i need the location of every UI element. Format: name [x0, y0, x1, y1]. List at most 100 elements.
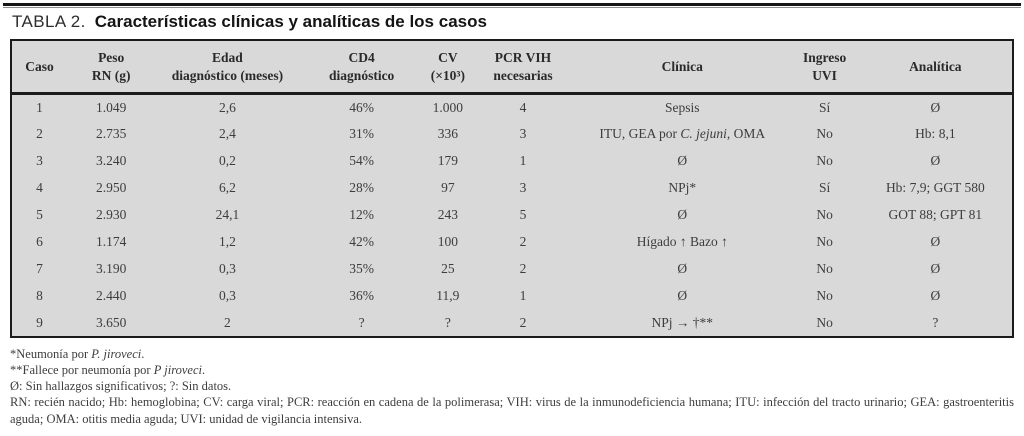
cell-uvi: No: [816, 153, 833, 169]
cell-cd4: 28%: [349, 180, 375, 196]
header-label: diagnóstico (meses): [171, 67, 284, 83]
column-header-ingreso-uvi: Ingreso UVI: [790, 40, 859, 96]
column-header-clinica: Clínica: [574, 40, 791, 96]
cell-clinica: NPj → †**: [651, 314, 714, 330]
cell-peso: 2.735: [96, 126, 127, 142]
cell-caso: 1: [36, 99, 43, 115]
table-row: 8 2.440 0,3 36% 11,9 1 Ø No Ø: [11, 283, 1013, 310]
cell-clinica: Ø: [677, 207, 688, 223]
footnotes: *Neumonía por P. jiroveci. **Fallece por…: [10, 346, 1014, 427]
cell-cd4: 31%: [349, 126, 375, 142]
table-row: 9 3.650 2 ? ? 2 NPj → †** No ?: [11, 310, 1013, 337]
header-label: Analítica: [909, 58, 962, 74]
header-label: (×10³): [430, 67, 465, 83]
cell-cv: 25: [441, 261, 455, 277]
column-header-analitica: Analítica: [858, 40, 1013, 96]
cell-peso: 2.950: [96, 180, 127, 196]
cell-edad: 0,3: [218, 261, 236, 277]
cell-pcr: 5: [519, 207, 527, 223]
column-header-edad: Edad diagnóstico (meses): [155, 40, 300, 96]
cell-cd4: 54%: [349, 153, 375, 169]
cell-cd4: ?: [358, 314, 365, 330]
top-rule: [3, 3, 1021, 8]
footnote-organism: P jiroveci: [153, 362, 202, 377]
table-row: 6 1.174 1,2 42% 100 2 Hígado ↑ Bazo ↑ No…: [11, 229, 1013, 256]
cell-edad: 24,1: [215, 207, 240, 223]
cell-edad: 2,6: [218, 99, 236, 115]
cell-caso: 9: [36, 314, 43, 330]
cell-uvi: No: [816, 126, 833, 142]
footnote-1: *Neumonía por P. jiroveci.: [10, 346, 1014, 362]
header-label: diagnóstico: [329, 67, 395, 83]
cell-analitica: Hb: 8,1: [915, 126, 956, 142]
table-title: TABLA 2. Características clínicas y analí…: [12, 12, 1014, 32]
footnote-text: .: [201, 362, 206, 377]
cell-pcr: 1: [519, 288, 527, 304]
cell-pcr: 3: [519, 126, 527, 142]
header-label: RN (g): [91, 67, 131, 83]
table-title-label: TABLA 2.: [12, 12, 86, 31]
column-header-pcr-vih: PCR VIH necesarias: [471, 40, 575, 96]
footnote-text: .: [141, 346, 145, 361]
cell-cv: 336: [437, 126, 458, 142]
column-header-peso: Peso RN (g): [67, 40, 156, 96]
cell-caso: 5: [36, 207, 43, 223]
cell-analitica: Ø: [930, 153, 941, 169]
table-row: 4 2.950 6,2 28% 97 3 NPj* Sí Hb: 7,9; GG…: [11, 175, 1013, 202]
cell-analitica: ?: [932, 314, 939, 330]
footnote-abbreviations: RN: recién nacido; Hb: hemoglobina; CV: …: [10, 395, 1014, 426]
cell-analitica: Ø: [930, 99, 941, 115]
cell-caso: 2: [36, 126, 43, 142]
cell-analitica: GOT 88; GPT 81: [888, 207, 983, 223]
cell-clinica: Ø: [677, 153, 688, 169]
cell-pcr: 3: [519, 180, 527, 196]
clinica-text: , OMA: [726, 126, 766, 142]
cell-clinica: Ø: [677, 261, 688, 277]
cell-uvi: No: [816, 207, 833, 223]
clinical-cases-table: Caso Peso RN (g) Edad diagnóstico (meses) …: [10, 39, 1014, 338]
cell-uvi: Sí: [818, 180, 831, 196]
cell-cd4: 12%: [349, 207, 375, 223]
clinica-organism: C. jejuni: [680, 126, 727, 142]
cell-analitica: Ø: [930, 261, 941, 277]
cell-cv: 179: [437, 153, 458, 169]
header-label: CD4: [348, 50, 375, 65]
cell-peso: 3.650: [96, 314, 127, 330]
header-label: Clínica: [661, 58, 703, 74]
cell-pcr: 1: [519, 153, 527, 169]
column-header-cd4: CD4 diagnóstico: [299, 40, 424, 96]
table-row: 3 3.240 0,2 54% 179 1 Ø No Ø: [11, 148, 1013, 175]
column-header-caso: Caso: [11, 40, 68, 96]
header-label: Ingreso: [802, 50, 847, 65]
cell-cd4: 35%: [349, 261, 375, 277]
footnote-organism: P. jiroveci: [91, 346, 142, 361]
cell-uvi: Sí: [818, 99, 831, 115]
cell-cd4: 36%: [349, 288, 375, 304]
cell-peso: 3.190: [96, 261, 127, 277]
cell-uvi: No: [816, 261, 833, 277]
header-label: Peso: [98, 50, 125, 65]
cell-cv: ?: [444, 314, 451, 330]
cell-clinica: ITU, GEA por C. jejuni, OMA: [574, 121, 790, 148]
cell-peso: 2.930: [96, 207, 127, 223]
cell-uvi: No: [816, 288, 833, 304]
cell-pcr: 4: [519, 99, 527, 115]
table-row: 7 3.190 0,3 35% 25 2 Ø No Ø: [11, 256, 1013, 283]
document-page: TABLA 2. Características clínicas y analí…: [3, 3, 1021, 427]
header-label: PCR VIH: [494, 50, 552, 65]
header-label: CV: [438, 50, 458, 65]
cell-pcr: 2: [519, 261, 527, 277]
cell-caso: 3: [36, 153, 43, 169]
table-row: 1 1.049 2,6 46% 1.000 4 Sepsis Sí Ø: [11, 94, 1013, 121]
header-label: Caso: [25, 58, 54, 74]
header-label: Edad: [212, 50, 243, 65]
cell-edad: 6,2: [218, 180, 236, 196]
cell-caso: 6: [36, 234, 43, 250]
cell-cv: 97: [441, 180, 455, 196]
cell-pcr: 2: [519, 234, 527, 250]
footnote-text: *Neumonía por: [10, 346, 92, 361]
footnote-text: **Fallece por neumonía por: [10, 362, 154, 377]
cell-edad: 0,2: [218, 153, 236, 169]
cell-cv: 11,9: [436, 288, 460, 304]
cell-clinica: Hígado ↑ Bazo ↑: [636, 234, 728, 250]
